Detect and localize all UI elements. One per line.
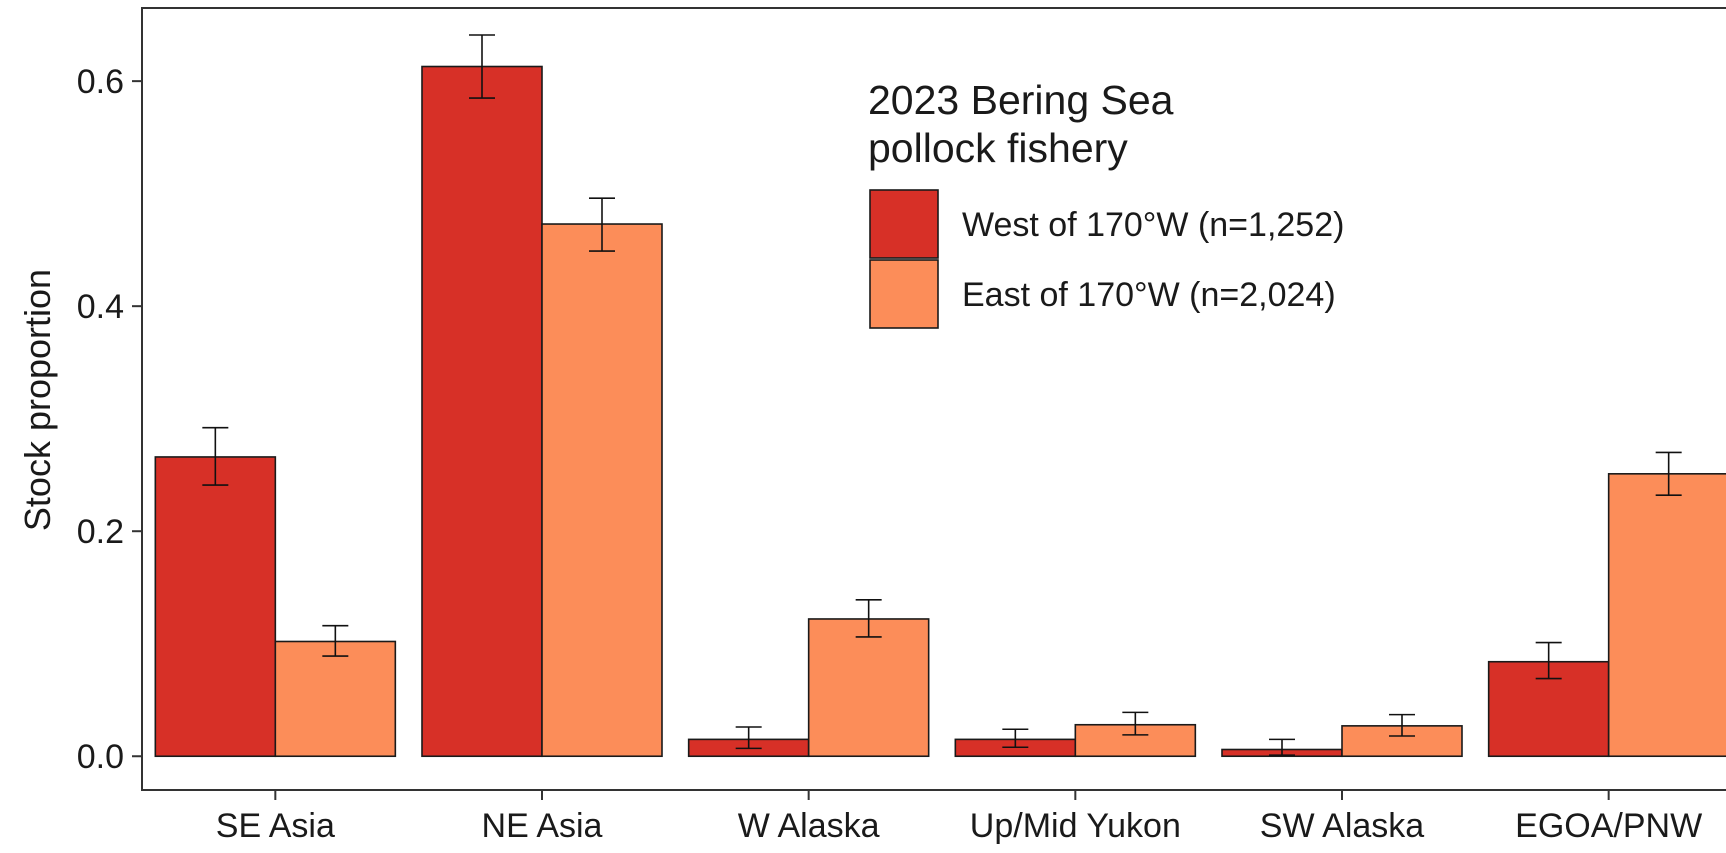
bar (1607, 473, 1726, 758)
bar (421, 65, 543, 758)
x-tick-label: SW Alaska (1260, 807, 1424, 845)
y-axis-label: Stock proportion (17, 269, 58, 531)
legend-title-line-1: 2023 Bering Sea (868, 77, 1174, 123)
x-tick-label: NE Asia (482, 807, 603, 845)
x-tick-label: Up/Mid Yukon (970, 807, 1181, 845)
legend-swatch (869, 259, 939, 329)
plot-frame (141, 7, 1726, 791)
legend-label: West of 170°W (n=1,252) (962, 206, 1344, 244)
bar (1074, 723, 1197, 758)
x-tick-label: EGOA/PNW (1515, 807, 1702, 845)
legend-title-line-2: pollock fishery (868, 125, 1128, 171)
y-tick-label: 0.4 (77, 288, 124, 326)
legend-items: West of 170°W (n=1,252) East of 170°W (n=… (869, 189, 1344, 329)
bar (541, 223, 663, 758)
legend-label: East of 170°W (n=2,024) (962, 276, 1336, 314)
y-tick-label: 0.0 (77, 738, 124, 776)
legend: 2023 Bering Sea pollock fishery West of … (868, 77, 1344, 329)
bar (274, 640, 397, 758)
y-axis: 0.0 0.2 0.4 0.6 (77, 63, 142, 776)
legend-swatch (869, 189, 939, 259)
y-tick-label: 0.2 (77, 513, 124, 551)
x-axis: SE Asia NE Asia W Alaska Up/Mid Yukon SW Ala… (216, 790, 1702, 845)
bar (154, 456, 277, 758)
bar (807, 618, 930, 758)
bars-layer (154, 65, 1726, 758)
x-tick-label: W Alaska (738, 807, 880, 845)
x-tick-label: SE Asia (216, 807, 335, 845)
error-bars-layer (202, 34, 1682, 756)
y-tick-label: 0.6 (77, 63, 124, 101)
